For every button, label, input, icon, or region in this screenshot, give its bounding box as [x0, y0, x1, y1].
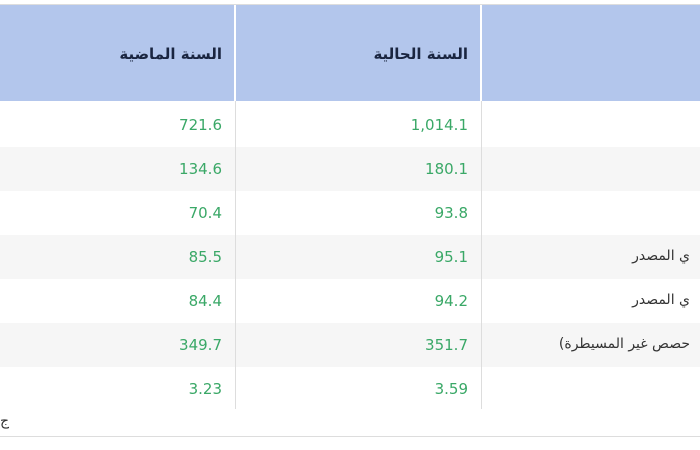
last-year-value: 3.23 — [188, 380, 222, 398]
last-year-value: 349.7 — [179, 336, 222, 354]
table-row: 721.6 1,014.1 — [0, 103, 700, 147]
row-label: ي المصدر — [632, 248, 690, 264]
row-label: حصص غير المسيطرة) — [558, 336, 690, 352]
table-row: 70.4 93.8 — [0, 191, 700, 235]
column-divider — [235, 101, 236, 409]
current-year-value: 351.7 — [425, 336, 468, 354]
header-divider — [234, 5, 236, 101]
last-year-value: 721.6 — [179, 116, 222, 134]
table-row: 134.6 180.1 — [0, 147, 700, 191]
table-row: 349.7 351.7 حصص غير المسيطرة) — [0, 323, 700, 367]
top-border — [0, 4, 700, 5]
row-label: ي المصدر — [632, 292, 690, 308]
current-year-value: 95.1 — [434, 248, 468, 266]
bottom-border — [0, 436, 700, 437]
table-header: السنة الماضية السنة الحالية — [0, 5, 700, 101]
header-last-year: السنة الماضية — [119, 45, 222, 63]
table-row: 3.23 3.59 — [0, 367, 700, 411]
last-year-value: 134.6 — [179, 160, 222, 178]
last-year-value: 84.4 — [188, 292, 222, 310]
current-year-value: 180.1 — [425, 160, 468, 178]
table-row: 84.4 94.2 ي المصدر — [0, 279, 700, 323]
footer-text: ج — [0, 413, 10, 429]
last-year-value: 70.4 — [188, 204, 222, 222]
header-current-year: السنة الحالية — [373, 45, 468, 63]
column-divider — [481, 101, 482, 409]
current-year-value: 1,014.1 — [410, 116, 468, 134]
table-row: 85.5 95.1 ي المصدر — [0, 235, 700, 279]
last-year-value: 85.5 — [188, 248, 222, 266]
current-year-value: 94.2 — [434, 292, 468, 310]
current-year-value: 3.59 — [434, 380, 468, 398]
current-year-value: 93.8 — [434, 204, 468, 222]
header-divider — [480, 5, 482, 101]
